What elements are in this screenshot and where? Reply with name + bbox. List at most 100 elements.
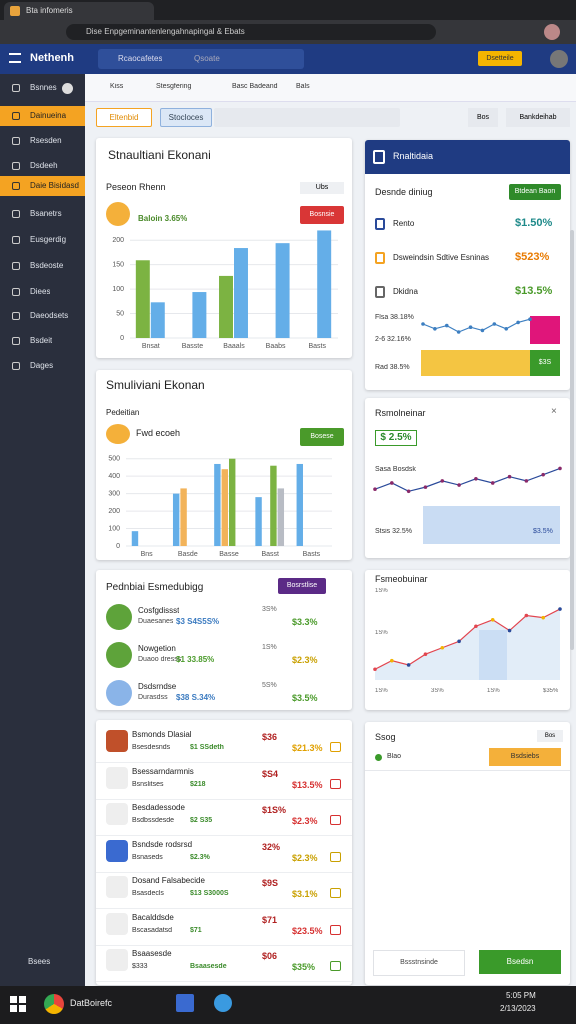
card-title: Rnaltidaia <box>393 151 434 161</box>
tab[interactable]: Bta infomeris <box>4 2 154 20</box>
row-check[interactable] <box>330 888 341 898</box>
x-tick-label: Bns <box>141 551 154 558</box>
action-button[interactable]: Bankdeihab <box>506 108 570 127</box>
point <box>433 327 437 331</box>
card-button[interactable]: Bosnsie <box>300 206 344 224</box>
sidebar-item[interactable]: Dages <box>0 356 85 376</box>
highlight-box <box>530 316 560 344</box>
row-icon <box>375 286 385 298</box>
sidebar-item[interactable]: Bsanetrs <box>0 204 85 224</box>
sidebar-item[interactable]: Dsdeeh <box>0 156 85 176</box>
tab-button[interactable]: Eltenbid <box>96 108 152 127</box>
point <box>423 652 428 656</box>
row-detail: Durasdss <box>138 694 168 701</box>
sidebar-item[interactable]: Rsesden <box>0 131 85 151</box>
bar <box>214 463 221 546</box>
sidebar-icon <box>12 362 20 370</box>
row-check[interactable] <box>330 742 341 752</box>
row-change: $2.3% <box>292 852 318 863</box>
point <box>406 489 411 494</box>
toolbar <box>85 74 576 102</box>
row-check[interactable] <box>330 851 341 862</box>
sidebar-toggle[interactable] <box>62 83 73 94</box>
x-label: 1S% <box>487 688 500 694</box>
row-check[interactable] <box>330 961 341 971</box>
row-title: Bacalddsde <box>132 912 174 922</box>
row-change: $3.1% <box>292 889 318 899</box>
submit-button[interactable]: Bsedsn <box>479 950 561 974</box>
sidebar-item[interactable]: Daie Bisidasd <box>0 176 85 196</box>
metric: Fwd ecoeh <box>136 428 181 438</box>
search-box[interactable]: Rcaocafetes Qsoate <box>98 49 304 69</box>
toolbar-item[interactable]: Bals <box>296 83 310 90</box>
app-icon[interactable] <box>176 994 194 1012</box>
card-divider <box>365 770 570 771</box>
sidebar-item[interactable]: Dainueina <box>0 106 85 126</box>
close-pill[interactable]: Bos <box>537 730 563 742</box>
bar <box>221 469 228 546</box>
toolbar-item[interactable]: Basc Badeand <box>232 83 278 90</box>
start-button[interactable] <box>10 996 26 1012</box>
row-value: $38 S.34% <box>176 693 216 702</box>
filter-pill[interactable]: Ubs <box>300 182 344 194</box>
close-icon[interactable]: × <box>551 406 557 417</box>
sidebar-icon <box>12 262 20 270</box>
taskbar-search[interactable]: DatBoirefc <box>70 998 113 1008</box>
row-check[interactable] <box>330 778 341 789</box>
tab-button[interactable]: Stocloces <box>160 108 212 127</box>
avatar[interactable] <box>550 50 568 68</box>
url-field[interactable]: Dise Enpgeminantenlengahnapingal & Ebats <box>66 24 436 40</box>
sidebar-item[interactable]: Bsdeit <box>0 331 85 351</box>
profile-avatar[interactable] <box>544 24 560 40</box>
sidebar <box>0 74 85 986</box>
row-title: Bsmonds Dlasial <box>132 730 192 739</box>
row-detail: $333 <box>132 963 148 970</box>
header-button[interactable]: Dsetteile <box>478 51 522 66</box>
toolbar-item[interactable]: Stesgfering <box>156 83 192 90</box>
card: Smuliviani Ekonan Pedeitian Fwd ecoeh Boses… <box>96 370 352 560</box>
row-change: $2.3% <box>292 816 318 826</box>
row-icon <box>375 218 385 230</box>
sidebar-label: Daeodsets <box>30 311 69 320</box>
sidebar-item[interactable]: Eusgerdig <box>0 230 85 250</box>
browser-icon[interactable] <box>44 994 64 1014</box>
toolbar-item[interactable]: Kiss <box>110 83 124 90</box>
menu-icon[interactable] <box>9 53 21 63</box>
row-check[interactable] <box>330 815 341 825</box>
row-icon <box>106 730 128 752</box>
card-button[interactable]: Bosrstlise <box>278 578 326 594</box>
row-icon <box>106 839 128 862</box>
card-button[interactable]: Bosese <box>300 428 344 446</box>
row-detail: Duaesanes <box>138 618 174 625</box>
row-icon <box>375 252 385 264</box>
card-button[interactable]: Bsdsiebs <box>489 748 561 766</box>
row-check[interactable] <box>330 924 341 935</box>
action-button[interactable]: Bos <box>468 108 498 127</box>
text-input[interactable]: Bssstnsinde <box>373 950 465 976</box>
card-title: Stnaultiani Ekonani <box>108 148 211 162</box>
sidebar-label: Dsdeeh <box>30 161 58 170</box>
sidebar-item[interactable]: Daeodsets <box>0 306 85 326</box>
row-title: Dsdsrndse <box>138 682 177 691</box>
tab-title: Bta infomeris <box>26 6 73 15</box>
bar <box>135 260 150 338</box>
scrollbar <box>570 230 574 650</box>
point <box>390 481 394 485</box>
bar <box>150 302 165 338</box>
x-tick-label: Baabs <box>266 343 286 350</box>
sidebar-item[interactable]: Bsnnes <box>0 78 85 98</box>
row-divider <box>96 944 352 946</box>
sidebar-item[interactable]: Diees <box>0 282 85 302</box>
clock-time: 5:05 PM <box>506 991 536 1000</box>
card-button[interactable]: Btdean Baon <box>509 184 561 200</box>
sidebar-label: Bsnnes <box>30 83 57 92</box>
x-tick-label: Baaals <box>223 343 245 350</box>
y-tick-label: 400 <box>108 473 120 480</box>
app-icon[interactable] <box>214 994 232 1012</box>
point <box>423 485 428 489</box>
y-label: 1S% <box>375 588 388 594</box>
row-icon <box>106 876 128 898</box>
row-value: $2 S35 <box>190 817 213 824</box>
sidebar-item[interactable]: Bsdeoste <box>0 256 85 276</box>
card: Pednbiai Esmedubigg Bosrstlise Cosfgdissst… <box>96 570 352 710</box>
